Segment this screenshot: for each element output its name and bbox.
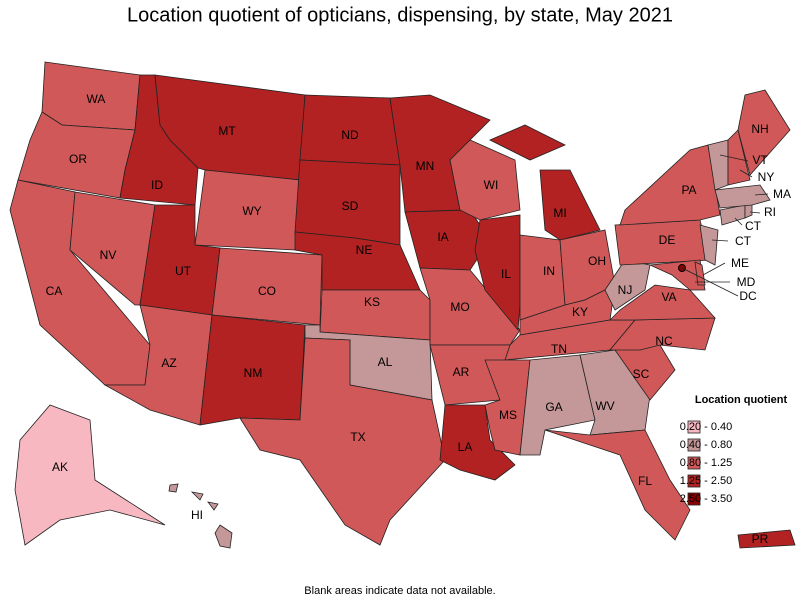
state [239,337,446,546]
legend-swatch [687,492,701,506]
state-label: SC [633,367,650,381]
state-label: KY [572,305,588,319]
state-label: DE [659,233,676,247]
state-label: HI [191,508,203,522]
state-label: SD [342,199,359,213]
legend-items: 0.20 - 0.40 0.40 - 0.80 0.80 - 1.25 1.25 - … [680,420,733,506]
state-label: CT [745,219,762,233]
state-label: AK [52,460,68,474]
state-label: ND [341,128,359,142]
state-label: LA [458,440,473,454]
state-label: FL [638,474,652,488]
state-label: MN [416,159,435,173]
state-label: MT [218,124,236,138]
state [714,184,771,209]
state-label: ME [731,256,749,270]
state [69,191,156,306]
state [489,124,566,161]
state-label: CT [735,234,752,248]
legend-label: 1.25 - 2.50 [680,475,733,487]
state [214,524,233,549]
state-label: MS [499,408,517,422]
state [727,129,751,186]
state [544,429,691,541]
legend: Location quotient 0.20 - 0.40 0.40 - 0.80… [680,394,788,506]
legend-swatch [687,438,701,452]
state-label: ID [151,178,163,192]
state-label: NV [100,248,117,262]
state-label: KS [364,295,380,309]
state [737,89,791,176]
footnote: Blank areas indicate data not available. [304,585,495,597]
state-label: TN [551,342,567,356]
state [449,139,521,221]
state-label: WA [87,92,106,106]
state [539,169,601,241]
state [168,483,179,493]
state-label: PA [681,183,696,197]
state [619,144,721,226]
state-label: RI [764,205,776,219]
state-label: IN [543,264,555,278]
legend-swatch [687,474,701,488]
state-label: NM [244,366,263,380]
legend-label: 2.50 - 3.50 [680,493,733,505]
legend-swatch [687,420,701,434]
state [694,261,706,286]
legend-label: 0.80 - 1.25 [680,457,733,469]
state-label: MO [450,300,469,314]
state-label: VT [752,153,768,167]
state-label: MA [773,187,791,201]
state-label: GA [545,400,562,414]
state-label: VA [661,290,676,304]
state-label: CO [258,284,276,298]
state-label: CA [46,284,63,298]
legend-label: 0.20 - 0.40 [680,421,733,433]
state-label: AZ [161,356,176,370]
state [737,529,796,549]
state-label: UT [175,264,192,278]
state-label: OH [588,254,606,268]
legend-swatch [687,456,701,470]
state-labels: WA OR CA NV ID MT WY UT CO AZ NM ND SD N… [46,92,791,546]
state-label: WY [242,204,261,218]
state [14,404,166,546]
state-label: AR [453,365,470,379]
state-label: AL [378,355,393,369]
state-label: WI [484,178,499,192]
state-label: NC [655,334,673,348]
state-label: MD [737,275,756,289]
state [744,204,753,219]
state-label: OR [69,152,87,166]
callouts [681,154,769,297]
title: Location quotient of opticians, dispensi… [127,4,673,26]
state-label: DC [739,289,757,303]
state-label: NH [751,122,768,136]
state-label: IL [501,267,511,281]
state-label: NE [356,243,373,257]
state-label: NJ [618,283,633,297]
state [648,259,706,291]
legend-title: Location quotient [695,394,788,406]
state [207,501,219,511]
state-label: MI [553,206,566,220]
states [9,61,796,549]
state-label: WV [595,399,614,413]
state [699,224,719,266]
state-label: IA [437,230,448,244]
state [190,491,204,501]
state-label: NY [758,170,775,184]
state [474,214,521,332]
state-label: PR [752,532,769,546]
state-label: TX [350,430,365,444]
legend-label: 0.40 - 0.80 [680,439,733,451]
